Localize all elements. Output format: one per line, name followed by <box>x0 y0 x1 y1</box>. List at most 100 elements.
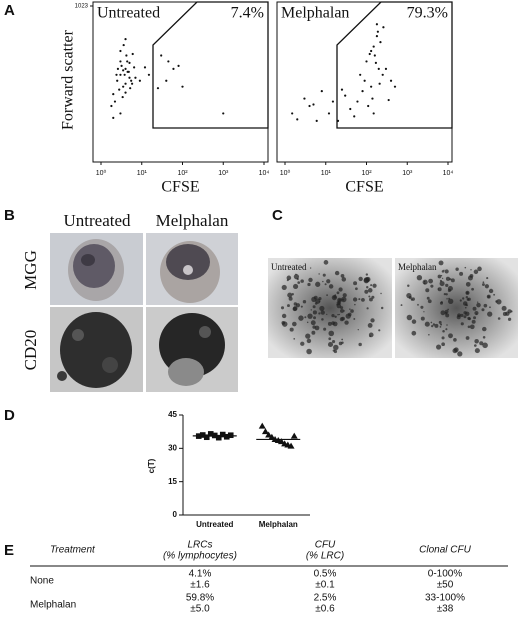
event-dot <box>296 118 299 121</box>
row-label: CD20 <box>21 330 40 371</box>
data-point <box>277 438 285 445</box>
speckle <box>431 324 434 328</box>
event-dot <box>177 64 180 67</box>
speckle <box>474 348 480 354</box>
event-dot <box>119 73 122 76</box>
speckle <box>327 341 334 348</box>
event-dot <box>119 60 122 63</box>
speckle <box>486 294 491 299</box>
event-dot <box>327 112 331 115</box>
speckle <box>441 342 445 347</box>
table-cell: ±0.1 <box>315 580 335 591</box>
speckle <box>460 313 464 318</box>
speckle <box>406 314 413 321</box>
speckle <box>482 336 486 339</box>
speckle <box>472 306 477 311</box>
panel-label: D <box>4 407 15 424</box>
speckle <box>482 342 488 349</box>
speckle <box>470 269 472 271</box>
event-dot <box>112 116 115 119</box>
event-dot <box>160 54 163 57</box>
event-dot <box>124 67 127 70</box>
speckle <box>483 303 488 308</box>
speckle <box>318 301 321 303</box>
data-point <box>215 434 222 441</box>
speckle <box>292 306 297 312</box>
speckle <box>369 297 373 302</box>
speckle <box>322 280 324 283</box>
speckle <box>334 315 337 318</box>
speckle <box>442 329 445 333</box>
speckle <box>313 295 318 300</box>
speckle <box>313 316 317 320</box>
speckle <box>311 330 316 335</box>
table-header: (% LRC) <box>306 551 344 562</box>
speckle <box>364 289 369 294</box>
micrograph <box>395 258 518 358</box>
speckle <box>437 287 442 292</box>
table-cell: ±38 <box>437 604 454 615</box>
data-point <box>258 422 266 429</box>
event-dot <box>370 49 373 53</box>
x-tick-label: 10² <box>177 170 188 177</box>
column-label: Melphalan <box>156 211 229 230</box>
gate <box>152 1 269 129</box>
event-dot <box>122 69 125 72</box>
event-dot <box>361 90 364 93</box>
speckle <box>287 292 293 298</box>
speckle <box>462 297 465 300</box>
speckle <box>367 288 373 293</box>
event-dot <box>110 104 113 108</box>
speckle <box>367 323 373 328</box>
event-dot <box>372 45 375 48</box>
speckle <box>320 310 325 315</box>
speckle <box>363 277 370 284</box>
speckle <box>281 284 287 291</box>
speckle <box>370 284 373 287</box>
event-dot <box>124 91 127 94</box>
panel-label: C <box>272 207 283 224</box>
speckle <box>314 302 318 305</box>
speckle <box>439 281 445 287</box>
speckle <box>467 325 471 329</box>
speckle <box>471 319 476 324</box>
table-header: Treatment <box>50 545 96 556</box>
speckle <box>345 313 351 319</box>
table-header: LRCs <box>187 540 212 551</box>
y-tick-label: 45 <box>168 410 177 419</box>
table-cell: 59.8% <box>186 593 214 604</box>
speckle <box>459 299 462 302</box>
speckle <box>456 315 461 320</box>
speckle <box>342 293 347 298</box>
speckle <box>438 260 444 266</box>
y-axis-label: Forward scatter <box>60 29 77 130</box>
event-dot <box>134 76 137 79</box>
panel-b: Untreated Melphalan MGG CD20 <box>21 211 238 392</box>
speckle <box>453 338 457 342</box>
speckle <box>489 306 491 309</box>
speckle <box>443 293 446 296</box>
speckle <box>361 297 365 302</box>
y-tick-label: 15 <box>168 477 177 486</box>
speckle <box>455 267 459 271</box>
speckle <box>296 277 299 281</box>
speckle <box>338 313 341 316</box>
speckle <box>432 323 436 326</box>
speckle <box>424 321 430 327</box>
speckle <box>469 274 474 278</box>
speckle <box>438 320 442 324</box>
micrograph <box>268 258 392 358</box>
speckle <box>334 294 337 296</box>
event-dot <box>378 82 381 85</box>
event-dot <box>377 67 380 70</box>
speckle <box>292 321 297 327</box>
speckle <box>300 305 303 308</box>
speckle <box>353 318 356 320</box>
speckle <box>341 338 344 341</box>
speckle <box>486 277 489 280</box>
event-dot <box>172 67 175 70</box>
event-dot <box>308 104 311 108</box>
speckle <box>444 312 448 315</box>
speckle <box>315 281 321 287</box>
